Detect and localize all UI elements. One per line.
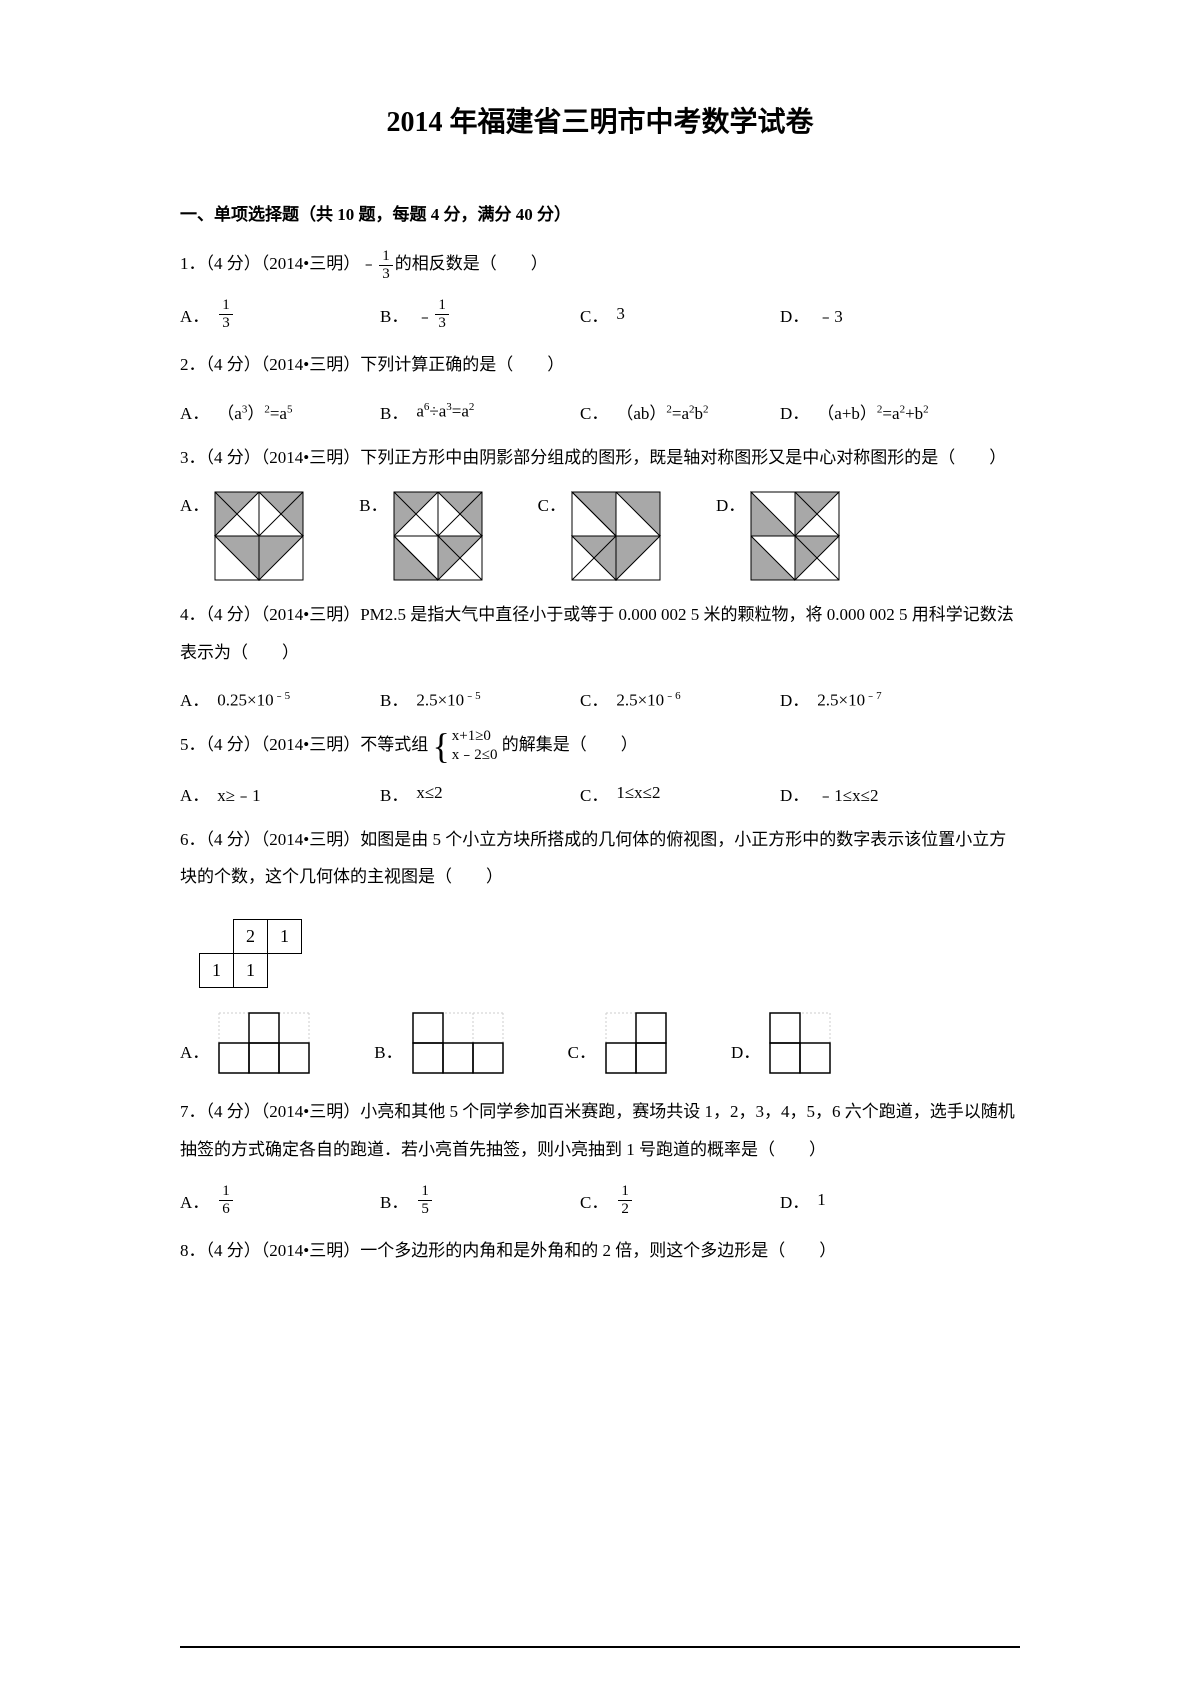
q2-option-b: B．a6÷a3=a2 — [380, 399, 580, 424]
q6-topview-cell: 2 — [233, 919, 268, 954]
q1-option-a: A．13 — [180, 297, 380, 331]
q2-option-c: C．（ab）2=a2b2 — [580, 399, 780, 424]
q5-inequality-2: x﹣2≤0 — [452, 746, 498, 766]
q6-figure-b — [408, 1008, 508, 1078]
q6-topview-cell: 1 — [233, 953, 268, 988]
q3-figure-d — [750, 491, 840, 581]
q3-option-c: C． — [538, 491, 666, 581]
q6-topview-cell: 1 — [199, 953, 234, 988]
q3-label-c: C． — [538, 491, 566, 516]
q5-options: A．x≥﹣1 B．x≤2 C．1≤x≤2 D．﹣1≤x≤2 — [180, 781, 1020, 806]
q5-suffix: 的解集是（ ） — [502, 735, 638, 754]
q5-inequality-1: x+1≥0 — [452, 727, 498, 747]
q6-figure-a — [214, 1008, 314, 1078]
q6-figure-c — [601, 1008, 671, 1078]
q5-option-b: B．x≤2 — [380, 781, 580, 806]
q6-top-view: 2111 — [200, 920, 302, 988]
q3-option-d: D． — [716, 491, 845, 581]
q1-prefix: 1．（4 分）（2014•三明）﹣ — [180, 254, 377, 273]
q3-option-a: A． — [180, 491, 309, 581]
q5-inequality-system: { x+1≥0 x﹣2≤0 — [432, 727, 497, 766]
q4-option-a: A．0.25×10﹣5 — [180, 686, 380, 711]
q5-prefix: 5．（4 分）（2014•三明）不等式组 — [180, 735, 428, 754]
question-5: 5．（4 分）（2014•三明）不等式组 { x+1≥0 x﹣2≤0 的解集是（… — [180, 726, 1020, 766]
question-4: 4．（4 分）（2014•三明）PM2.5 是指大气中直径小于或等于 0.000… — [180, 596, 1020, 671]
q5-option-d: D．﹣1≤x≤2 — [780, 781, 980, 806]
question-2: 2．（4 分）（2014•三明）下列计算正确的是（ ） — [180, 346, 1020, 383]
q2-b-expr: a6÷a3=a2 — [416, 401, 474, 422]
q4-options: A．0.25×10﹣5 B．2.5×10﹣5 C．2.5×10﹣6 D．2.5×… — [180, 686, 1020, 711]
question-8: 8．（4 分）（2014•三明）一个多边形的内角和是外角和的 2 倍，则这个多边… — [180, 1232, 1020, 1269]
q6-label-d: D． — [731, 1038, 760, 1063]
q6-option-c: C． — [568, 1008, 671, 1078]
question-7: 7．（4 分）（2014•三明）小亮和其他 5 个同学参加百米赛跑，赛场共设 1… — [180, 1093, 1020, 1168]
q6-topview-cell: 1 — [267, 919, 302, 954]
section-header: 一、单项选择题（共 10 题，每题 4 分，满分 40 分） — [180, 200, 1020, 225]
q2-c-expr: （ab）2=a2b2 — [616, 399, 708, 424]
q4-option-d: D．2.5×10﹣7 — [780, 686, 980, 711]
q3-option-b: B． — [359, 491, 487, 581]
q1-suffix: 的相反数是（ ） — [395, 254, 548, 273]
q2-d-expr: （a+b）2=a2+b2 — [817, 399, 928, 424]
q7-option-c: C．12 — [580, 1183, 780, 1217]
q3-label-b: B． — [359, 491, 387, 516]
q1-fraction: 13 — [379, 248, 393, 282]
question-6: 6．（4 分）（2014•三明）如图是由 5 个小立方块所搭成的几何体的俯视图，… — [180, 821, 1020, 896]
q5-option-c: C．1≤x≤2 — [580, 781, 780, 806]
q2-option-d: D．（a+b）2=a2+b2 — [780, 399, 980, 424]
q6-option-a: A． — [180, 1008, 314, 1078]
q7-option-d: D．1 — [780, 1188, 980, 1213]
q3-label-d: D． — [716, 491, 745, 516]
q2-a-expr: （a3）2=a5 — [217, 399, 292, 424]
question-1: 1．（4 分）（2014•三明）﹣13的相反数是（ ） — [180, 245, 1020, 282]
q2-options: A．（a3）2=a5 B．a6÷a3=a2 C．（ab）2=a2b2 D．（a+… — [180, 399, 1020, 424]
q1-options: A．13 B．﹣13 C．3 D．﹣3 — [180, 297, 1020, 331]
question-3: 3．（4 分）（2014•三明）下列正方形中由阴影部分组成的图形，既是轴对称图形… — [180, 439, 1020, 476]
q3-options: A． B． C． — [180, 491, 1020, 581]
q7-options: A．16 B．15 C．12 D．1 — [180, 1183, 1020, 1217]
q1-option-c: C．3 — [580, 302, 780, 327]
q6-options: A． B． C． D． — [180, 1008, 1020, 1078]
q3-label-a: A． — [180, 491, 209, 516]
page-title: 2014 年福建省三明市中考数学试卷 — [180, 100, 1020, 140]
q7-option-a: A．16 — [180, 1183, 380, 1217]
q2-option-a: A．（a3）2=a5 — [180, 399, 380, 424]
q3-figure-a — [214, 491, 304, 581]
footer-rule — [180, 1646, 1020, 1648]
q1-option-b: B．﹣13 — [380, 297, 580, 331]
q6-label-c: C． — [568, 1038, 596, 1063]
q6-option-b: B． — [374, 1008, 507, 1078]
q1-option-d: D．﹣3 — [780, 302, 980, 327]
q7-option-b: B．15 — [380, 1183, 580, 1217]
q6-option-d: D． — [731, 1008, 835, 1078]
q4-option-c: C．2.5×10﹣6 — [580, 686, 780, 711]
q4-option-b: B．2.5×10﹣5 — [380, 686, 580, 711]
brace-icon: { — [432, 732, 449, 761]
q6-figure-d — [765, 1008, 835, 1078]
q6-label-a: A． — [180, 1038, 209, 1063]
q3-figure-c — [571, 491, 661, 581]
q6-topview-cell — [267, 953, 302, 988]
q3-figure-b — [393, 491, 483, 581]
q5-option-a: A．x≥﹣1 — [180, 781, 380, 806]
q6-label-b: B． — [374, 1038, 402, 1063]
q6-topview-cell — [199, 919, 234, 954]
